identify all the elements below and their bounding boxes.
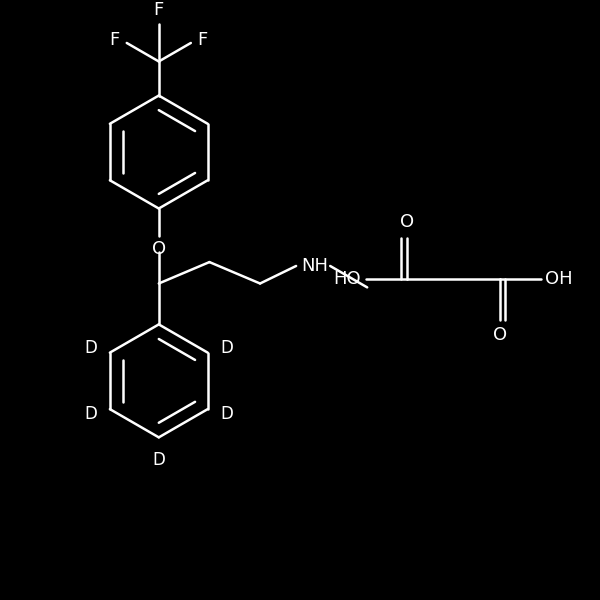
Text: NH: NH <box>301 257 328 275</box>
Text: D: D <box>85 339 97 357</box>
Text: O: O <box>400 213 414 231</box>
Text: OH: OH <box>545 269 573 287</box>
Text: O: O <box>493 326 507 344</box>
Text: D: D <box>220 405 233 423</box>
Text: F: F <box>154 1 164 19</box>
Text: F: F <box>110 31 120 49</box>
Text: F: F <box>197 31 208 49</box>
Text: D: D <box>85 405 97 423</box>
Text: D: D <box>152 451 165 469</box>
Text: D: D <box>220 339 233 357</box>
Text: O: O <box>152 239 166 257</box>
Text: HO: HO <box>334 269 361 287</box>
